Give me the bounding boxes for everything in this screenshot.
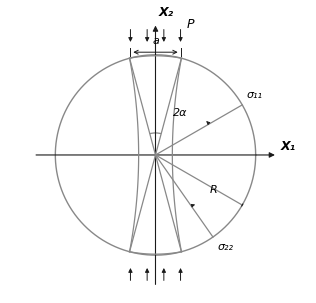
Text: 2α: 2α: [173, 108, 187, 118]
Text: X₁: X₁: [281, 140, 296, 153]
Text: σ₁₁: σ₁₁: [246, 90, 262, 100]
Text: X₂: X₂: [159, 6, 173, 19]
Text: P: P: [186, 18, 194, 31]
Text: σ₂₂: σ₂₂: [218, 242, 234, 252]
Text: R: R: [209, 185, 217, 195]
Text: a: a: [152, 36, 159, 46]
